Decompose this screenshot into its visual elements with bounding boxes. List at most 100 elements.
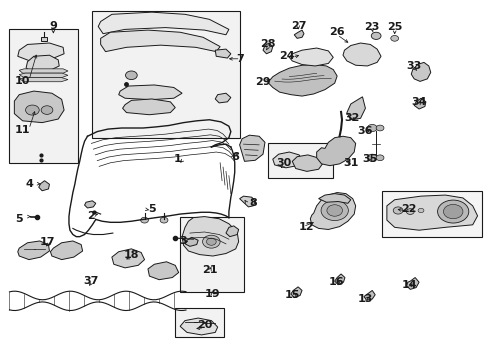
Text: 9: 9 <box>49 21 57 31</box>
Polygon shape <box>148 262 178 280</box>
Text: 15: 15 <box>284 291 299 301</box>
Circle shape <box>370 32 380 40</box>
Text: 33: 33 <box>406 61 421 71</box>
Polygon shape <box>290 287 302 298</box>
Circle shape <box>366 154 376 161</box>
Circle shape <box>437 200 468 223</box>
Text: 18: 18 <box>123 250 139 260</box>
Polygon shape <box>363 291 374 300</box>
Polygon shape <box>39 181 49 191</box>
Polygon shape <box>184 237 198 246</box>
Polygon shape <box>215 49 230 58</box>
Text: 26: 26 <box>328 27 344 37</box>
Text: 6: 6 <box>230 152 238 162</box>
Text: 13: 13 <box>357 294 372 304</box>
Circle shape <box>417 208 423 213</box>
Polygon shape <box>180 318 217 335</box>
Text: 4: 4 <box>25 179 33 189</box>
Text: 29: 29 <box>255 77 270 87</box>
Text: 16: 16 <box>327 277 343 287</box>
Bar <box>175 309 224 337</box>
Polygon shape <box>19 77 68 82</box>
Polygon shape <box>239 135 264 161</box>
Polygon shape <box>263 43 272 54</box>
Polygon shape <box>14 91 64 123</box>
Polygon shape <box>18 241 49 260</box>
Text: 22: 22 <box>401 204 416 215</box>
Bar <box>92 11 239 138</box>
Polygon shape <box>413 98 425 109</box>
Text: 20: 20 <box>197 320 212 330</box>
Polygon shape <box>292 155 322 171</box>
Text: 32: 32 <box>344 113 359 123</box>
Text: 2: 2 <box>87 211 95 221</box>
Polygon shape <box>342 43 380 66</box>
Bar <box>381 192 482 237</box>
Polygon shape <box>26 55 59 72</box>
Text: 35: 35 <box>362 154 377 164</box>
Text: 28: 28 <box>260 40 275 49</box>
Circle shape <box>141 217 148 223</box>
Polygon shape <box>316 136 355 166</box>
Text: 23: 23 <box>364 22 379 32</box>
Text: 21: 21 <box>201 265 217 275</box>
Circle shape <box>25 105 39 115</box>
Text: 1: 1 <box>173 154 181 164</box>
Text: 37: 37 <box>83 276 99 286</box>
Text: 7: 7 <box>236 54 244 64</box>
Circle shape <box>321 201 347 221</box>
Text: 14: 14 <box>401 280 416 290</box>
Circle shape <box>366 125 376 132</box>
Circle shape <box>392 207 402 214</box>
Polygon shape <box>41 37 46 41</box>
Polygon shape <box>84 201 96 208</box>
Circle shape <box>125 71 137 80</box>
Polygon shape <box>182 217 238 256</box>
Text: 5: 5 <box>148 204 155 215</box>
Text: 12: 12 <box>299 222 314 232</box>
Circle shape <box>206 238 216 245</box>
Text: 3: 3 <box>180 236 187 246</box>
Text: 24: 24 <box>279 51 295 61</box>
Text: 25: 25 <box>386 22 402 32</box>
Circle shape <box>406 209 413 215</box>
Polygon shape <box>386 195 477 230</box>
Bar <box>267 143 332 178</box>
Circle shape <box>375 125 383 131</box>
Polygon shape <box>318 194 350 203</box>
Polygon shape <box>294 30 304 39</box>
Circle shape <box>375 155 383 161</box>
Polygon shape <box>215 93 230 103</box>
Polygon shape <box>310 193 355 229</box>
Circle shape <box>160 217 167 223</box>
Polygon shape <box>334 274 344 285</box>
Polygon shape <box>272 152 302 168</box>
Polygon shape <box>119 85 182 100</box>
Polygon shape <box>18 43 64 60</box>
Polygon shape <box>98 12 228 35</box>
Text: 17: 17 <box>39 237 55 247</box>
Polygon shape <box>19 69 68 73</box>
Polygon shape <box>346 97 365 120</box>
Polygon shape <box>406 278 418 289</box>
Circle shape <box>202 235 220 248</box>
Text: 27: 27 <box>291 21 306 31</box>
Text: 5: 5 <box>16 215 23 224</box>
Text: 36: 36 <box>357 126 372 135</box>
Circle shape <box>326 205 342 216</box>
Text: 34: 34 <box>410 97 426 107</box>
Circle shape <box>443 204 462 219</box>
Polygon shape <box>101 30 220 51</box>
Text: 19: 19 <box>204 289 220 299</box>
Polygon shape <box>267 64 336 96</box>
Polygon shape <box>19 73 68 77</box>
Text: 11: 11 <box>15 125 30 135</box>
Polygon shape <box>122 99 175 115</box>
Circle shape <box>390 36 398 41</box>
Bar <box>9 30 78 163</box>
Polygon shape <box>50 241 82 260</box>
Polygon shape <box>239 196 255 207</box>
Text: 30: 30 <box>275 158 290 168</box>
Text: 10: 10 <box>15 76 30 86</box>
Polygon shape <box>289 48 332 66</box>
